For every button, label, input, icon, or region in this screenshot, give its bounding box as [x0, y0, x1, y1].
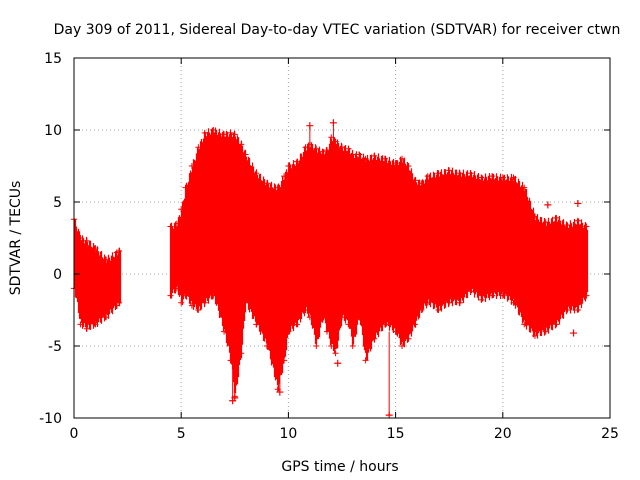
x-tick-label: 10 [279, 426, 297, 442]
series-segment [167, 127, 590, 400]
x-axis-label: GPS time / hours [281, 459, 398, 475]
tick-layer: 0 5 10 15 20 25 -10 -5 0 5 10 15 [39, 51, 619, 442]
outlier-point [398, 333, 406, 341]
x-tick-label: 5 [177, 426, 186, 442]
chart-title: Day 309 of 2011, Sidereal Day-to-day VTE… [54, 22, 621, 38]
plot-frame [73, 57, 611, 419]
x-tick-label: 15 [387, 426, 405, 442]
y-tick-label: 0 [53, 267, 62, 283]
x-tick-label: 0 [70, 426, 79, 442]
series-edge-markers [167, 127, 590, 400]
y-tick-label: 10 [44, 123, 62, 139]
outlier-layer [229, 119, 582, 419]
x-tick-label: 25 [601, 426, 619, 442]
series-band [169, 127, 589, 394]
y-tick-label: -5 [48, 339, 62, 355]
outlier-point [574, 199, 582, 207]
y-tick-label: 5 [53, 195, 62, 211]
data-layer [71, 127, 590, 400]
outlier-point [334, 359, 342, 367]
y-tick-label: -10 [39, 411, 62, 427]
y-axis-label: SDTVAR / TECUs [8, 181, 24, 296]
outlier-point [570, 329, 578, 337]
outlier-point [544, 201, 552, 209]
y-tick-label: 15 [44, 51, 62, 67]
x-tick-label: 20 [494, 426, 512, 442]
